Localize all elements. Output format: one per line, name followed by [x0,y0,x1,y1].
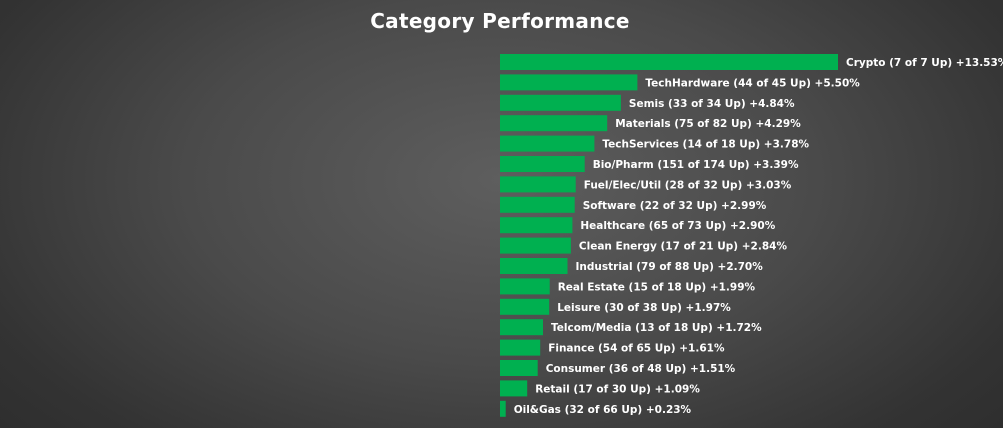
bar-software [500,196,575,213]
bar-labels-layer: Crypto (7 of 7 Up) +13.53% TechHardware (… [514,57,1003,416]
bar-oil-gas [500,400,506,417]
bar-industrial [500,258,568,274]
bar-label: Semis (33 of 34 Up) +4.84% [629,98,795,110]
bar-label: Telcom/Media (13 of 18 Up) +1.72% [551,322,762,334]
bar-bio-pharm [500,156,585,172]
bar-healthcare [500,217,573,234]
bar-label: Materials (75 of 82 Up) +4.29% [615,118,801,130]
bar-label: Software (22 of 32 Up) +2.99% [583,200,767,212]
bar-label: Real Estate (15 of 18 Up) +1.99% [558,281,756,293]
bar-real-estate [500,278,550,295]
bar-finance [500,339,541,356]
bar-clean-energy [500,237,571,254]
bar-label: TechServices (14 of 18 Up) +3.78% [602,139,809,151]
bar-label: Crypto (7 of 7 Up) +13.53% [846,57,1003,69]
bar-retail [500,380,528,397]
bar-label: Leisure (30 of 38 Up) +1.97% [557,302,731,314]
bar-leisure [500,298,550,315]
bar-label: Industrial (79 of 88 Up) +2.70% [576,261,764,273]
bar-semis [500,94,621,111]
chart-title: Category Performance [370,9,630,33]
bar-label: Fuel/Elec/Util (28 of 32 Up) +3.03% [584,179,792,191]
bar-label: Bio/Pharm (151 of 174 Up) +3.39% [593,159,799,171]
bar-label: Retail (17 of 30 Up) +1.09% [535,383,700,395]
bar-label: Clean Energy (17 of 21 Up) +2.84% [579,241,788,253]
bar-consumer [500,360,538,376]
bar-label: TechHardware (44 of 45 Up) +5.50% [645,77,860,89]
bar-fuel-elec-util [500,176,576,193]
bar-label: Finance (54 of 65 Up) +1.61% [548,343,725,355]
bar-techservices [500,135,595,152]
bar-label: Healthcare (65 of 73 Up) +2.90% [580,220,775,232]
bar-techhardware [500,74,638,91]
bar-telcom-media [500,319,543,336]
bar-label: Consumer (36 of 48 Up) +1.51% [546,363,736,375]
bars-layer [500,54,838,417]
bar-crypto [500,54,838,70]
bar-materials [500,115,608,132]
bar-label: Oil&Gas (32 of 66 Up) +0.23% [514,404,692,416]
